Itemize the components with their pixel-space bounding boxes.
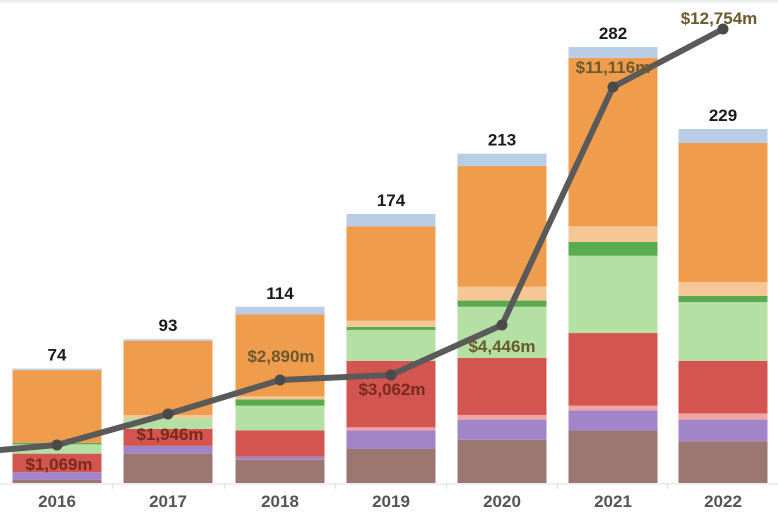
value-label-2022: $12,754m [681,9,758,28]
bar-segment-2020-5 [457,306,547,358]
bar-segment-2022-6 [678,295,768,303]
bar-segment-2018-7 [235,396,325,400]
bar-segment-2020-1 [457,439,547,483]
bar-segment-2022-5 [678,302,768,361]
bar-segment-2018-9 [235,306,325,315]
labels-layer: 74 93 114 174 213 282 229 $1,069m $1,946m $2,890m… [25,9,757,474]
value-label-2018: $2,890m [247,347,314,366]
bar-segment-2019-1 [346,448,436,483]
bar-segment-2020-4 [457,357,547,415]
bars-layer [12,47,768,483]
bar-segment-2016-4 [12,453,102,473]
total-label-2020: 213 [488,131,516,150]
top-border [0,0,778,4]
bar-segment-2019-6 [346,326,436,330]
value-label-2016: $1,069m [25,455,92,474]
bar-segment-2021-5 [568,255,658,334]
x-tick-label-2019: 2019 [372,492,410,511]
x-tick-label-2021: 2021 [594,492,632,511]
value-point-2018 [274,374,286,386]
value-line-layer [0,23,729,453]
bar-segment-2021-4 [568,333,658,406]
x-tick-label-2017: 2017 [149,492,187,511]
bar-segment-2021-1 [568,430,658,483]
bar-segment-2021-9 [568,47,658,58]
total-label-2018: 114 [266,284,294,303]
bar-segment-2020-7 [457,286,547,301]
bar-segment-2019-2 [346,430,436,449]
bar-segment-2018-4 [235,430,325,457]
bar-segment-2020-3 [457,414,547,420]
value-label-2021: $11,116m [576,58,651,77]
bar-segment-2017-2 [123,445,213,454]
bar-segment-2021-3 [568,405,658,411]
bar-segment-2021-2 [568,410,658,431]
value-label-2017: $1,946m [136,425,203,444]
total-label-2019: 174 [377,191,406,210]
value-point-2022 [717,23,729,35]
bar-segment-2021-6 [568,241,658,256]
total-label-2016: 74 [48,346,67,365]
bar-segment-2019-7 [346,320,436,327]
bar-segment-2019-5 [346,329,436,361]
bar-segment-2016-2 [12,472,102,480]
bar-segment-2022-7 [678,282,768,296]
bar-segment-2022-9 [678,128,768,143]
value-label-2020: $4,446m [468,337,535,356]
bar-segment-2022-3 [678,413,768,420]
bar-segment-2020-9 [457,153,547,167]
bar-segment-2022-1 [678,441,768,483]
value-point-2021 [607,81,619,93]
x-tick-label-2016: 2016 [38,492,76,511]
total-label-2017: 93 [159,316,178,335]
bar-segment-2019-9 [346,213,436,227]
value-line [0,26,726,453]
bar-segment-2018-5 [235,405,325,431]
bar-segment-2019-8 [346,226,436,321]
x-tick-label-2018: 2018 [261,492,299,511]
total-label-2022: 229 [709,106,737,125]
bar-segment-2020-6 [457,300,547,307]
x-tick-label-2020: 2020 [483,492,521,511]
bar-segment-2020-8 [457,166,547,287]
bar-segment-2017-4 [123,428,213,446]
value-point-2019 [385,369,397,381]
bar-segment-2020-2 [457,419,547,440]
bar-segment-2016-1 [12,479,102,483]
value-label-2019: $3,062m [358,380,425,399]
x-tick-label-2022: 2022 [704,492,742,511]
total-label-2021: 282 [599,24,627,43]
bar-segment-2017-1 [123,453,213,483]
bar-segment-2018-6 [235,399,325,406]
bar-segment-2022-8 [678,142,768,283]
bar-segment-2019-3 [346,427,436,431]
bar-segment-2016-8 [12,370,102,443]
bar-segment-2022-2 [678,419,768,442]
bar-segment-2017-9 [123,339,213,341]
x-axis: 2016 2017 2018 2019 2020 2021 2022 [0,483,778,511]
bar-segment-2022-4 [678,360,768,414]
value-point-2017 [162,408,174,420]
bar-segment-2021-7 [568,226,658,242]
value-point-2020 [496,319,508,331]
bar-segment-2018-1 [235,459,325,483]
bar-segment-2016-9 [12,368,102,371]
value-point-2016 [51,439,63,451]
bar-segment-2018-2 [235,456,325,460]
bar-segment-2017-5 [123,418,213,429]
